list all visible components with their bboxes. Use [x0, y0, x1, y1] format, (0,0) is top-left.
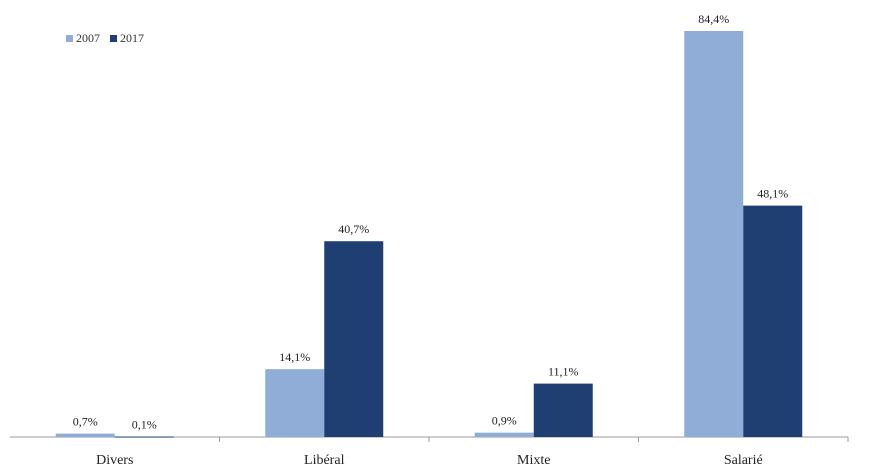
- data-label-2017-divers: 0,1%: [132, 418, 157, 432]
- legend-item-2007: 2007: [66, 31, 100, 46]
- data-label-2007-salarié: 84,4%: [698, 12, 729, 26]
- bar-2007-mixte: [474, 432, 534, 437]
- bar-2017-divers: [114, 436, 174, 438]
- legend-item-2017: 2017: [110, 31, 144, 46]
- legend: 2007 2017: [66, 31, 154, 46]
- legend-label-2017: 2017: [120, 31, 144, 45]
- data-label-2007-libéral: 14,1%: [279, 350, 310, 364]
- data-label-2017-salarié: 48,1%: [757, 187, 788, 201]
- x-tick-label-libéral: Libéral: [304, 453, 345, 468]
- bar-2017-libéral: [324, 241, 384, 437]
- data-label-2007-mixte: 0,9%: [492, 414, 517, 428]
- bar-2017-mixte: [533, 383, 593, 437]
- bar-2007-salarié: [684, 31, 744, 437]
- x-tick-label-mixte: Mixte: [517, 453, 550, 468]
- bar-2007-divers: [55, 433, 115, 437]
- legend-swatch-2017: [110, 35, 117, 42]
- legend-label-2007: 2007: [76, 31, 100, 45]
- data-label-2007-divers: 0,7%: [73, 415, 98, 429]
- bar-2007-libéral: [265, 369, 325, 437]
- data-label-2017-libéral: 40,7%: [338, 222, 369, 236]
- bar-2017-salarié: [743, 205, 803, 437]
- x-tick-label-salarié: Salarié: [724, 453, 763, 468]
- data-label-2017-mixte: 11,1%: [548, 365, 579, 379]
- legend-swatch-2007: [66, 35, 73, 42]
- x-tick-label-divers: Divers: [96, 453, 133, 468]
